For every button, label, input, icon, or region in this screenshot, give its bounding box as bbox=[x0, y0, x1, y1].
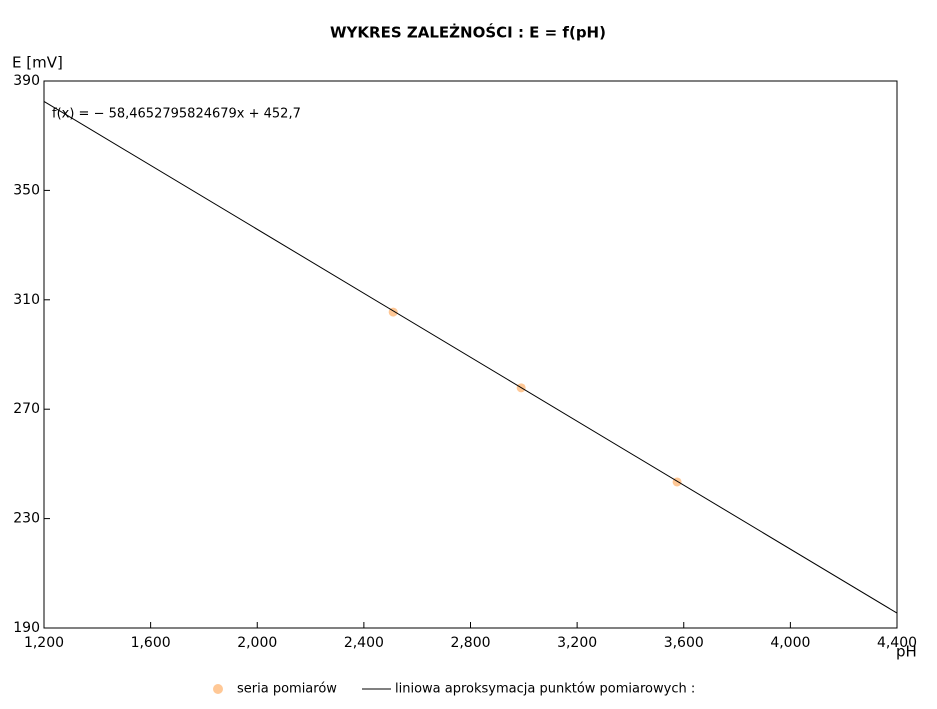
y-axis-label: E [mV] bbox=[12, 54, 63, 72]
x-tick-label: 2,800 bbox=[450, 635, 490, 651]
x-tick-label: 3,200 bbox=[557, 635, 597, 651]
fit-line bbox=[43, 100, 898, 614]
annotation: f(x) = − 58,4652795824679x + 452,7 bbox=[52, 107, 301, 122]
y-tick-label: 310 bbox=[13, 292, 40, 308]
y-tick-label: 230 bbox=[13, 511, 40, 527]
y-tick-label: 190 bbox=[13, 620, 40, 636]
y-tick-label: 270 bbox=[13, 401, 40, 417]
x-tick-label: 3,600 bbox=[664, 635, 704, 651]
legend-label: seria pomiarów bbox=[237, 682, 337, 697]
x-tick-label: 4,400 bbox=[877, 635, 917, 651]
chart-title: WYKRES ZALEŻNOŚCI : E = f(pH) bbox=[330, 23, 606, 42]
x-tick-label: 1,200 bbox=[24, 635, 64, 651]
y-tick-label: 390 bbox=[13, 73, 40, 89]
legend-marker bbox=[213, 684, 223, 694]
x-axis-label: pH bbox=[896, 643, 917, 661]
legend-label: liniowa aproksymacja punktów pomiarowych… bbox=[395, 682, 695, 697]
y-tick-label: 350 bbox=[13, 182, 40, 198]
x-tick-label: 2,000 bbox=[237, 635, 277, 651]
x-tick-label: 4,000 bbox=[770, 635, 810, 651]
x-tick-label: 1,600 bbox=[131, 635, 171, 651]
x-tick-label: 2,400 bbox=[344, 635, 384, 651]
